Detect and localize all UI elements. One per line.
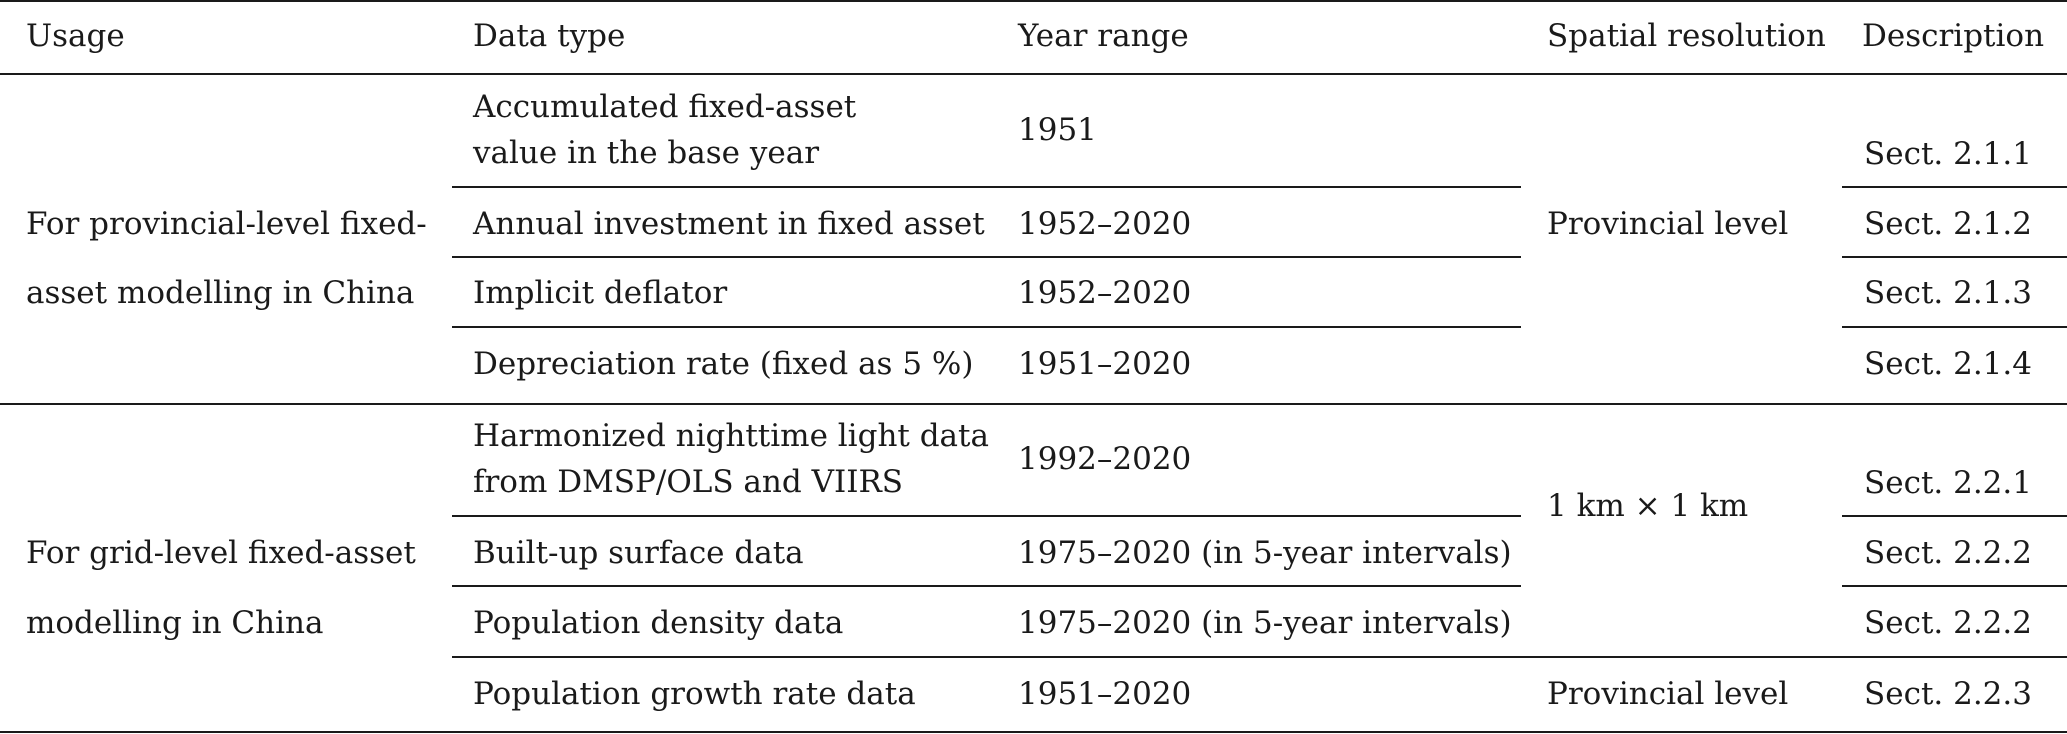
row-rule <box>1842 186 2067 188</box>
header-usage: Usage <box>26 18 125 54</box>
header-data-type: Data type <box>473 18 626 54</box>
row-rule <box>452 585 1521 587</box>
header-description: Description <box>1862 18 2045 54</box>
description-cell: Sect. 2.2.1 <box>1864 465 2032 501</box>
description-cell: Sect. 2.2.2 <box>1864 605 2032 641</box>
spatial-resolution-cell: 1 km × 1 km <box>1547 488 1749 524</box>
row-rule <box>452 656 2067 658</box>
row-rule <box>1842 585 2067 587</box>
row-rule <box>452 326 1521 328</box>
year-range-cell: 1975–2020 (in 5-year intervals) <box>1018 535 1512 571</box>
data-type-cell: Accumulated fixed-asset <box>473 89 857 125</box>
row-rule <box>452 515 1521 517</box>
header-rule <box>0 73 2067 75</box>
row-rule <box>452 256 1521 258</box>
year-range-cell: 1951–2020 <box>1018 346 1192 382</box>
row-rule <box>1842 515 2067 517</box>
bottom-rule <box>0 731 2067 733</box>
usage-cell: modelling in China <box>26 605 324 641</box>
usage-cell: For provincial-level fixed- <box>26 206 427 242</box>
top-rule <box>0 0 2067 2</box>
year-range-cell: 1951 <box>1018 112 1097 148</box>
data-type-cell: Depreciation rate (fixed as 5 %) <box>473 346 974 382</box>
spatial-resolution-cell: Provincial level <box>1547 206 1789 242</box>
header-year-range: Year range <box>1018 18 1189 54</box>
description-cell: Sect. 2.1.2 <box>1864 206 2032 242</box>
header-spatial-resolution: Spatial resolution <box>1547 18 1826 54</box>
description-cell: Sect. 2.1.1 <box>1864 136 2032 172</box>
year-range-cell: 1975–2020 (in 5-year intervals) <box>1018 605 1512 641</box>
data-type-cell: Implicit deflator <box>473 275 728 311</box>
description-cell: Sect. 2.1.4 <box>1864 346 2032 382</box>
spatial-resolution-cell: Provincial level <box>1547 676 1789 712</box>
row-rule <box>1842 326 2067 328</box>
row-rule <box>1842 256 2067 258</box>
data-type-cell: Built-up surface data <box>473 535 804 571</box>
description-cell: Sect. 2.2.2 <box>1864 535 2032 571</box>
data-type-cell: value in the base year <box>473 135 820 171</box>
year-range-cell: 1952–2020 <box>1018 206 1192 242</box>
usage-cell: For grid-level fixed-asset <box>26 535 416 571</box>
data-type-cell: from DMSP/OLS and VIIRS <box>473 464 904 500</box>
data-type-cell: Population growth rate data <box>473 676 916 712</box>
row-rule <box>452 186 1521 188</box>
year-range-cell: 1992–2020 <box>1018 441 1192 477</box>
group-rule <box>0 403 2067 405</box>
year-range-cell: 1951–2020 <box>1018 676 1192 712</box>
year-range-cell: 1952–2020 <box>1018 275 1192 311</box>
data-type-cell: Annual investment in fixed asset <box>473 206 985 242</box>
usage-cell: asset modelling in China <box>26 275 415 311</box>
data-type-cell: Harmonized nighttime light data <box>473 418 989 454</box>
data-type-cell: Population density data <box>473 605 844 641</box>
description-cell: Sect. 2.2.3 <box>1864 676 2032 712</box>
description-cell: Sect. 2.1.3 <box>1864 275 2032 311</box>
